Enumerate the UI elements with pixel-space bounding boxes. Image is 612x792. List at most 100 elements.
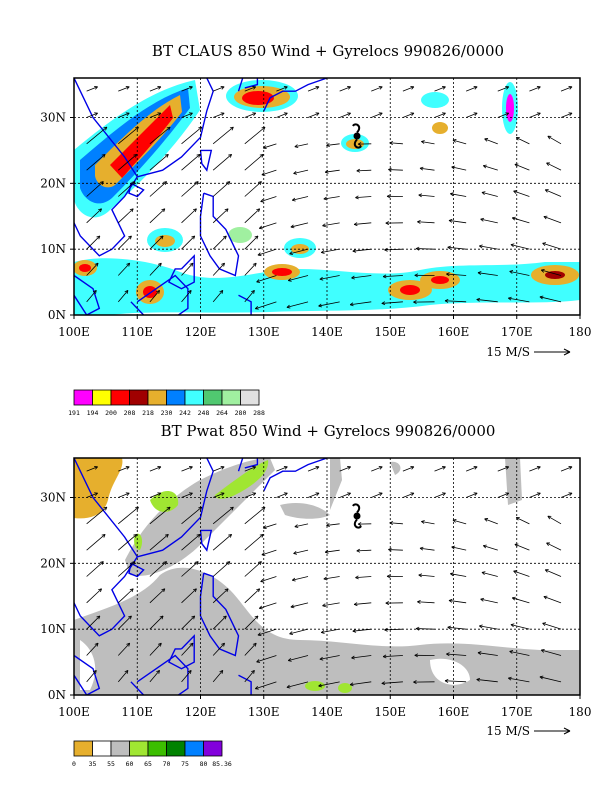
colorbar-label: 280 <box>235 409 247 417</box>
wind-vector <box>118 112 130 118</box>
wind-arrowhead <box>473 112 478 116</box>
y-tick-label: 10N <box>40 242 66 256</box>
wind-arrowhead <box>514 163 519 168</box>
coastline <box>74 458 139 637</box>
wind-vector <box>402 112 415 118</box>
colorbar-swatch <box>184 740 204 757</box>
wind-arrowhead <box>515 517 520 521</box>
wind-vector <box>244 670 255 683</box>
wind-vector <box>181 112 193 118</box>
wind-vector <box>450 193 467 197</box>
wind-arrowhead <box>351 275 355 280</box>
wind-vector <box>86 588 102 604</box>
wind-arrowhead <box>261 172 266 176</box>
wind-arrowhead <box>322 223 326 228</box>
wind-arrowhead <box>126 642 131 647</box>
wind-vector <box>321 248 340 253</box>
wind-arrowhead <box>349 682 354 687</box>
panel1-vector-reference: 15 M/S <box>486 345 571 359</box>
wind-arrowhead <box>221 642 225 647</box>
y-tick-label: 0N <box>48 688 66 702</box>
wind-arrowhead <box>131 181 136 185</box>
wind-vector <box>529 492 541 498</box>
panel2-green-field <box>134 460 352 693</box>
wind-vector <box>288 275 309 281</box>
wind-arrowhead <box>92 290 97 294</box>
wind-vector <box>417 601 435 604</box>
wind-vector <box>545 569 562 577</box>
colorbar-label: 264 <box>216 409 228 417</box>
panel1-blob-philippines <box>147 227 316 258</box>
wind-arrowhead <box>384 247 388 252</box>
panel1-blob-itcz <box>74 258 580 315</box>
wind-arrowhead <box>252 642 257 647</box>
wind-arrowhead <box>385 221 390 225</box>
wind-vector <box>212 506 234 525</box>
wind-arrowhead <box>540 648 545 653</box>
wind-vector <box>476 299 498 303</box>
wind-vector <box>181 262 194 276</box>
wind-arrowhead <box>357 522 362 526</box>
wind-vector <box>560 492 573 498</box>
wind-vector <box>244 506 266 525</box>
panel2-grid <box>74 458 580 695</box>
wind-arrowhead <box>101 153 106 158</box>
wind-arrowhead <box>419 546 424 551</box>
colorbar-swatch <box>147 740 167 757</box>
wind-arrowhead <box>252 262 257 267</box>
wind-arrowhead <box>484 138 489 142</box>
wind-vector <box>319 275 340 280</box>
wind-vector <box>149 126 171 145</box>
wind-arrowhead <box>452 519 457 523</box>
wind-arrowhead <box>283 86 288 90</box>
wind-arrowhead <box>509 650 514 654</box>
wind-vector <box>448 600 467 604</box>
colorbar-label: 218 <box>142 409 154 417</box>
wind-arrowhead <box>410 466 415 470</box>
wind-arrowhead <box>442 86 446 90</box>
wind-arrowhead <box>135 506 139 511</box>
wind-vector <box>452 519 467 525</box>
colorbar-label: 35 <box>89 760 97 768</box>
wind-arrowhead <box>293 550 297 555</box>
wind-vector <box>276 86 288 92</box>
wind-vector <box>212 235 227 250</box>
wind-vector <box>547 515 562 525</box>
wind-vector <box>543 596 562 604</box>
wind-vector <box>118 534 138 551</box>
panel2-gold-field <box>74 458 123 519</box>
wind-vector <box>181 208 197 224</box>
wind-arrowhead <box>260 198 265 203</box>
wind-vector <box>212 154 232 171</box>
panel2-colorbar: 0 35 55 60 65 70 75 80 85.36 <box>72 740 232 768</box>
wind-arrowhead <box>442 112 446 116</box>
wind-arrowhead <box>536 112 541 116</box>
wind-arrowhead <box>98 208 102 213</box>
wind-vector <box>212 534 232 551</box>
wind-vector <box>212 126 234 145</box>
wind-arrowhead <box>101 533 106 538</box>
wind-arrowhead <box>257 252 262 257</box>
wind-arrowhead <box>421 140 425 144</box>
wind-arrowhead <box>536 86 541 90</box>
x-tick-label: 170E <box>501 325 533 339</box>
wind-arrowhead <box>259 153 264 158</box>
colorbar-label: 230 <box>161 409 173 417</box>
wind-arrowhead <box>99 561 104 565</box>
wind-arrowhead <box>547 135 552 140</box>
coastline <box>167 254 195 290</box>
wind-arrowhead <box>94 466 98 470</box>
wind-vector <box>260 196 277 202</box>
wind-arrowhead <box>133 153 138 158</box>
wind-vector <box>117 262 131 276</box>
wind-arrowhead <box>511 596 516 601</box>
wind-arrowhead <box>193 588 197 593</box>
wind-arrowhead <box>94 642 99 647</box>
wind-arrowhead <box>294 524 299 529</box>
wind-vector <box>322 222 340 227</box>
wind-arrowhead <box>126 262 131 267</box>
colorbar-swatch <box>110 740 130 757</box>
wind-arrowhead <box>220 86 225 90</box>
colorbar-label: 65 <box>144 760 152 768</box>
wind-arrowhead <box>92 670 97 674</box>
